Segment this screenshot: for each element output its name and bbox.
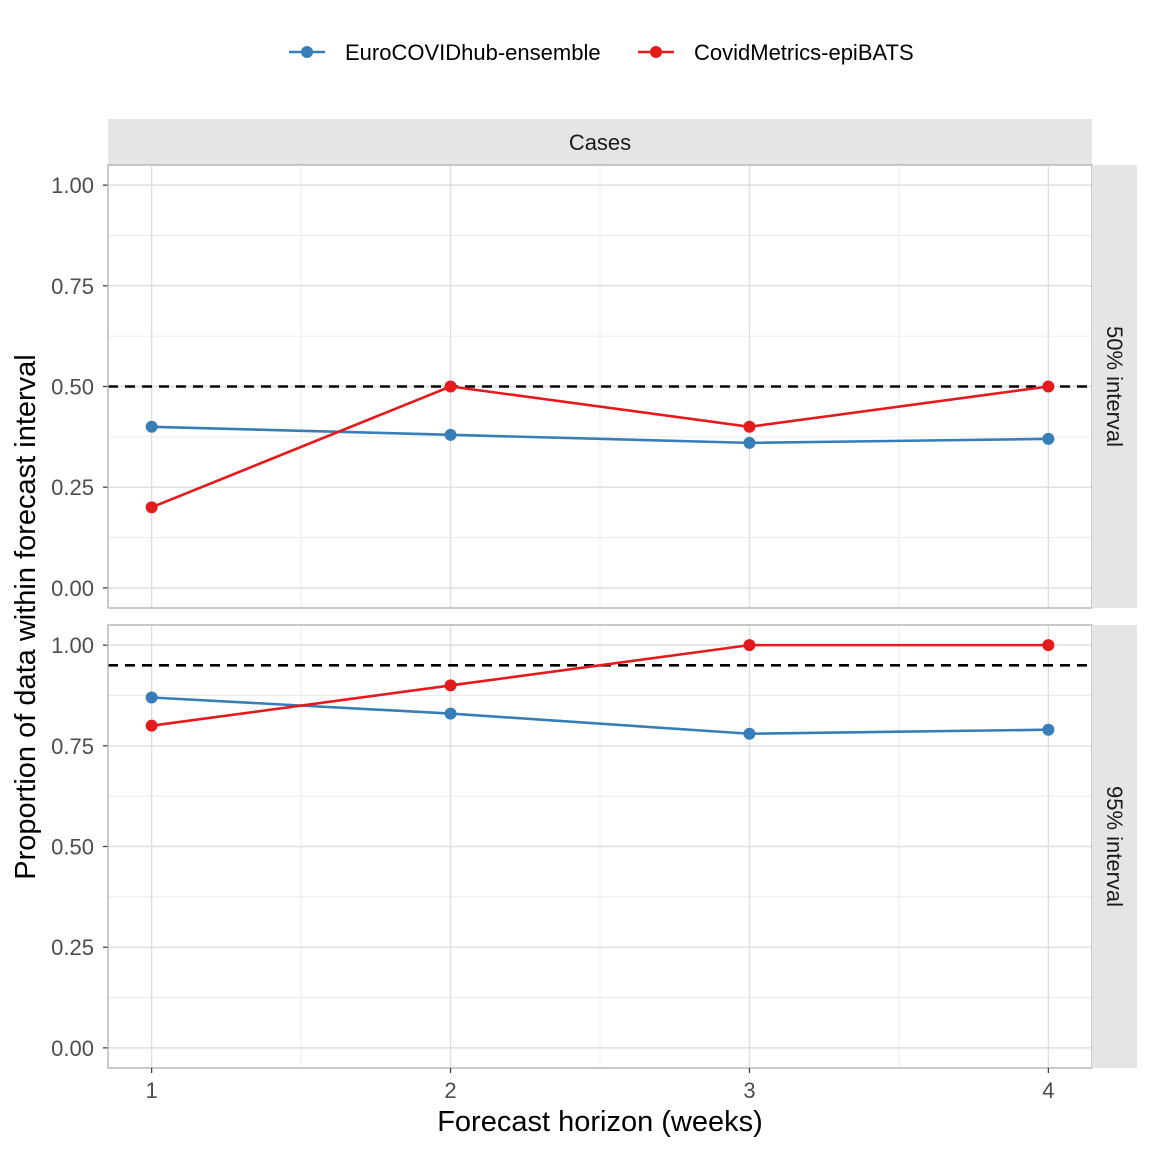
x-axis-label: Forecast horizon (weeks) (437, 1106, 763, 1138)
data-point (444, 380, 457, 393)
y-tick-label: 0.00 (51, 576, 94, 601)
legend-label: EuroCOVIDhub-ensemble (345, 40, 601, 65)
y-tick-label: 0.25 (51, 935, 94, 960)
y-axis-label: Proportion of data within forecast inter… (10, 354, 42, 880)
column-strip-label: Cases (569, 130, 631, 155)
y-tick-label: 0.50 (51, 835, 94, 860)
legend: EuroCOVIDhub-ensemble CovidMetrics-epiBAT… (289, 40, 914, 65)
data-point (743, 639, 756, 652)
x-tick-label: 4 (1042, 1078, 1054, 1103)
data-point (444, 679, 457, 692)
y-tick-label: 0.75 (51, 274, 94, 299)
legend-item: CovidMetrics-epiBATS (638, 40, 914, 65)
panel: 0.00 0.25 0.50 0.75 1.00 95% interval (51, 624, 1137, 1069)
data-point (1042, 432, 1055, 445)
x-tick-label: 2 (444, 1078, 456, 1103)
y-tick-label: 0.50 (51, 375, 94, 400)
legend-label: CovidMetrics-epiBATS (694, 40, 914, 65)
data-point (145, 719, 158, 732)
legend-marker (301, 46, 313, 58)
y-tick-label: 1.00 (51, 633, 94, 658)
row-strip-background (1092, 165, 1137, 608)
legend-marker (650, 46, 662, 58)
data-point (145, 420, 158, 433)
data-point (444, 707, 457, 720)
data-point (444, 428, 457, 441)
y-tick-label: 0.25 (51, 475, 94, 500)
data-point (145, 691, 158, 704)
row-strip-background (1092, 625, 1137, 1068)
series (145, 639, 1055, 732)
panel: 0.00 0.25 0.50 0.75 1.00 50% interval (51, 164, 1137, 609)
y-tick-label: 0.75 (51, 734, 94, 759)
series (145, 380, 1055, 514)
series-line (151, 425, 1049, 445)
data-point (743, 436, 756, 449)
data-point (743, 727, 756, 740)
x-tick-label: 1 (146, 1078, 158, 1103)
row-strip-label: 95% interval (1102, 786, 1127, 907)
row-strip: 95% interval (1092, 625, 1137, 1068)
data-point (1042, 639, 1055, 652)
x-axis: 1 2 3 4 (146, 1068, 1054, 1103)
data-point (145, 501, 158, 514)
column-strip: Cases (108, 119, 1092, 165)
data-point (743, 420, 756, 433)
series-line (151, 643, 1049, 727)
x-tick-label: 3 (743, 1078, 755, 1103)
data-point (1042, 380, 1055, 393)
y-tick-label: 1.00 (51, 173, 94, 198)
row-strip: 50% interval (1092, 165, 1137, 608)
data-point (1042, 723, 1055, 736)
panels: 0.00 0.25 0.50 0.75 1.00 50% interval 0.00 0.25… (51, 164, 1137, 1069)
legend-item: EuroCOVIDhub-ensemble (289, 40, 601, 65)
series-line (151, 385, 1049, 509)
row-strip-label: 50% interval (1102, 326, 1127, 447)
y-tick-label: 0.00 (51, 1036, 94, 1061)
series (145, 420, 1055, 449)
